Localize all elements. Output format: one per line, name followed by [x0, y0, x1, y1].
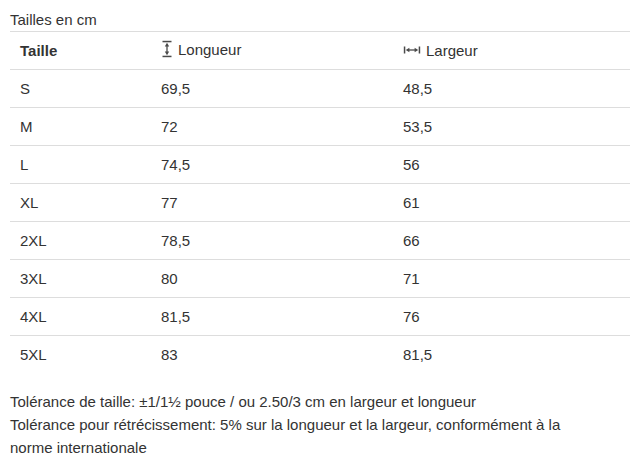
length-cell: 81,5 — [151, 298, 393, 336]
width-cell: 66 — [393, 222, 630, 260]
size-cell: S — [10, 70, 151, 108]
width-cell: 53,5 — [393, 108, 630, 146]
length-cell: 78,5 — [151, 222, 393, 260]
size-cell: 4XL — [10, 298, 151, 336]
width-cell: 56 — [393, 146, 630, 184]
table-row: S 69,5 48,5 — [10, 70, 630, 108]
size-cell: 5XL — [10, 336, 151, 374]
column-header-width: Largeur — [393, 32, 630, 70]
length-cell: 77 — [151, 184, 393, 222]
width-cell: 81,5 — [393, 336, 630, 374]
table-row: 4XL 81,5 76 — [10, 298, 630, 336]
size-chart-title: Tailles en cm — [10, 9, 630, 32]
table-row: 3XL 80 71 — [10, 260, 630, 298]
size-cell: 2XL — [10, 222, 151, 260]
tolerance-notes: Tolérance de taille: ±1/1½ pouce / ou 2.… — [10, 390, 600, 459]
shrinkage-tolerance-note: Tolérance pour rétrécissement: 5% sur la… — [10, 413, 600, 459]
table-row: 2XL 78,5 66 — [10, 222, 630, 260]
size-chart-table: Taille Longueur — [10, 32, 630, 373]
length-cell: 69,5 — [151, 70, 393, 108]
size-cell: M — [10, 108, 151, 146]
size-chart-section: Tailles en cm Taille — [0, 0, 640, 459]
width-cell: 48,5 — [393, 70, 630, 108]
length-cell: 74,5 — [151, 146, 393, 184]
table-row: XL 77 61 — [10, 184, 630, 222]
size-tolerance-note: Tolérance de taille: ±1/1½ pouce / ou 2.… — [10, 390, 600, 413]
width-cell: 76 — [393, 298, 630, 336]
column-header-length-label: Longueur — [178, 41, 241, 58]
width-cell: 61 — [393, 184, 630, 222]
length-cell: 80 — [151, 260, 393, 298]
length-icon — [161, 40, 173, 58]
size-cell: 3XL — [10, 260, 151, 298]
size-cell: XL — [10, 184, 151, 222]
column-header-length: Longueur — [151, 32, 393, 70]
length-cell: 83 — [151, 336, 393, 374]
width-cell: 71 — [393, 260, 630, 298]
table-row: 5XL 83 81,5 — [10, 336, 630, 374]
column-header-size: Taille — [10, 32, 151, 70]
length-cell: 72 — [151, 108, 393, 146]
size-cell: L — [10, 146, 151, 184]
width-icon — [403, 44, 421, 56]
header-row: Taille Longueur — [10, 32, 630, 70]
column-header-width-label: Largeur — [426, 42, 478, 59]
table-row: M 72 53,5 — [10, 108, 630, 146]
table-row: L 74,5 56 — [10, 146, 630, 184]
